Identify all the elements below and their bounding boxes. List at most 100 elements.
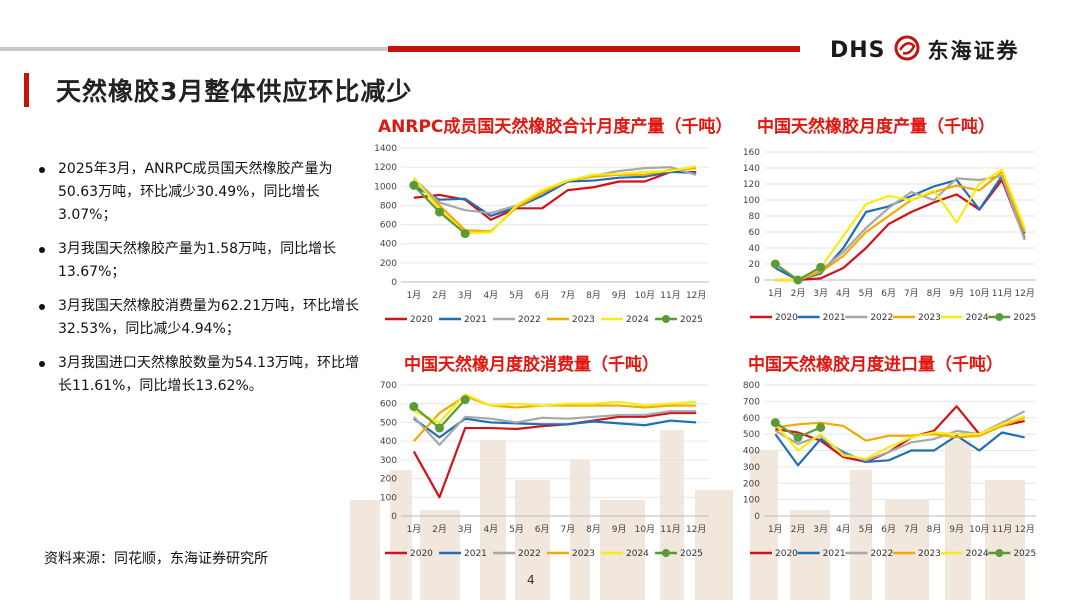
x-tick-label: 2月 xyxy=(791,288,806,299)
data-point-2025 xyxy=(770,418,780,428)
y-tick-label: 140 xyxy=(743,164,760,174)
x-tick-label: 11月 xyxy=(992,288,1012,299)
brand-latin-name: DHS xyxy=(830,37,886,63)
x-tick-label: 5月 xyxy=(859,288,874,299)
legend-marker-2025 xyxy=(662,315,670,323)
series-line-2024 xyxy=(774,415,1026,460)
legend-label-2021: 2021 xyxy=(464,549,487,559)
x-tick-label: 3月 xyxy=(458,524,473,535)
x-tick-label: 3月 xyxy=(458,290,473,301)
x-tick-label: 5月 xyxy=(509,290,524,301)
y-tick-label: 0 xyxy=(391,278,397,288)
y-tick-label: 0 xyxy=(754,276,760,286)
y-tick-label: 80 xyxy=(749,212,761,222)
legend-label-2022: 2022 xyxy=(870,549,893,559)
x-tick-label: 5月 xyxy=(859,524,874,535)
x-tick-label: 6月 xyxy=(881,524,896,535)
legend-label-2020: 2020 xyxy=(775,549,798,559)
y-tick-label: 300 xyxy=(743,463,760,473)
chart-cn-consumption: 0 100 200 300 400 500 600 700 1月 2月 3月 4月 5月 6月 7月 8月 9月… xyxy=(380,381,709,559)
x-tick-label: 4月 xyxy=(836,524,851,535)
bullet-list: 2025年3月，ANRPC成员国天然橡胶产量为50.63万吨，环比减少30.49… xyxy=(36,158,366,409)
x-tick-label: 11月 xyxy=(992,524,1012,535)
y-tick-label: 120 xyxy=(743,180,760,190)
series-line-2022 xyxy=(775,174,1026,282)
legend-label-2023: 2023 xyxy=(918,549,941,559)
y-tick-label: 0 xyxy=(391,512,397,522)
y-tick-label: 600 xyxy=(743,414,760,424)
series-line-2020 xyxy=(413,170,697,221)
legend-label-2023: 2023 xyxy=(572,549,595,559)
data-point-2025 xyxy=(793,275,803,285)
series-line-2024 xyxy=(775,168,1026,282)
y-tick-label: 200 xyxy=(380,259,397,269)
legend-label-2022: 2022 xyxy=(518,549,541,559)
x-tick-label: 12月 xyxy=(686,290,706,301)
y-tick-label: 100 xyxy=(743,496,760,506)
x-tick-label: 10月 xyxy=(969,288,989,299)
y-tick-label: 160 xyxy=(743,148,760,158)
x-tick-label: 7月 xyxy=(560,524,575,535)
x-tick-label: 6月 xyxy=(535,290,550,301)
x-tick-label: 7月 xyxy=(904,288,919,299)
series-line-2023 xyxy=(775,170,1026,282)
x-tick-label: 4月 xyxy=(483,290,498,301)
y-tick-label: 700 xyxy=(380,381,397,391)
y-tick-label: 500 xyxy=(743,430,760,440)
x-tick-label: 11月 xyxy=(660,290,680,301)
x-tick-label: 9月 xyxy=(612,290,627,301)
series-line-2020 xyxy=(775,178,1026,282)
series-line-2023 xyxy=(775,416,1026,442)
x-tick-label: 4月 xyxy=(483,524,498,535)
bullet-item: 3月我国天然橡胶消费量为62.21万吨，环比增长32.53%，同比减少4.94%… xyxy=(36,295,366,341)
data-point-2025 xyxy=(816,262,826,272)
x-tick-label: 10月 xyxy=(635,290,655,301)
y-tick-label: 200 xyxy=(380,475,397,485)
data-point-2025 xyxy=(435,423,444,433)
header-accent-rule xyxy=(388,46,800,52)
y-tick-label: 40 xyxy=(749,244,761,254)
y-tick-label: 20 xyxy=(749,260,761,270)
x-tick-label: 9月 xyxy=(612,524,627,535)
x-tick-label: 12月 xyxy=(686,524,706,535)
x-tick-label: 8月 xyxy=(927,524,942,535)
x-tick-label: 4月 xyxy=(836,288,851,299)
series-line-2022 xyxy=(413,410,697,446)
data-point-2025 xyxy=(770,259,780,269)
x-tick-label: 2月 xyxy=(432,290,447,301)
legend-label-2025: 2025 xyxy=(680,549,703,559)
x-tick-label: 12月 xyxy=(1014,288,1034,299)
y-tick-label: 0 xyxy=(754,512,760,522)
x-tick-label: 9月 xyxy=(949,524,964,535)
x-tick-label: 7月 xyxy=(560,290,575,301)
x-tick-label: 8月 xyxy=(927,288,942,299)
x-tick-label: 1月 xyxy=(406,524,421,535)
y-tick-label: 100 xyxy=(380,493,397,503)
legend-label-2021: 2021 xyxy=(823,549,846,559)
x-tick-label: 8月 xyxy=(586,524,601,535)
data-point-2025 xyxy=(793,432,803,442)
x-tick-label: 8月 xyxy=(586,290,601,301)
y-tick-label: 400 xyxy=(380,240,397,250)
data-point-2025 xyxy=(460,395,470,405)
y-tick-label: 300 xyxy=(380,456,397,466)
legend-marker-2025 xyxy=(995,549,1004,557)
x-tick-label: 1月 xyxy=(406,290,421,301)
y-tick-label: 1400 xyxy=(374,144,397,154)
x-tick-label: 7月 xyxy=(904,524,919,535)
x-tick-label: 9月 xyxy=(949,288,964,299)
bullet-item: 3月我国天然橡胶产量为1.58万吨，同比增长13.67%； xyxy=(36,238,366,284)
page-number: 4 xyxy=(527,573,535,587)
legend-label-2025: 2025 xyxy=(1013,313,1036,323)
series-line-2021 xyxy=(774,431,1025,467)
page-title: 天然橡胶3月整体供应环比减少 xyxy=(56,77,413,106)
dragon-logo-icon xyxy=(892,33,922,67)
y-tick-label: 400 xyxy=(743,447,760,457)
legend-label-2024: 2024 xyxy=(966,549,989,559)
bullet-item: 3月我国进口天然橡胶数量为54.13万吨，环比增长11.61%，同比增长13.6… xyxy=(36,352,366,398)
brand-header: DHS 东海证券 xyxy=(830,33,1020,67)
chart-title-cn-consumption: 中国天然橡月度胶消费量（千吨） xyxy=(404,355,659,375)
x-tick-label: 10月 xyxy=(635,524,655,535)
data-point-2025 xyxy=(460,229,470,239)
x-tick-label: 1月 xyxy=(768,524,783,535)
